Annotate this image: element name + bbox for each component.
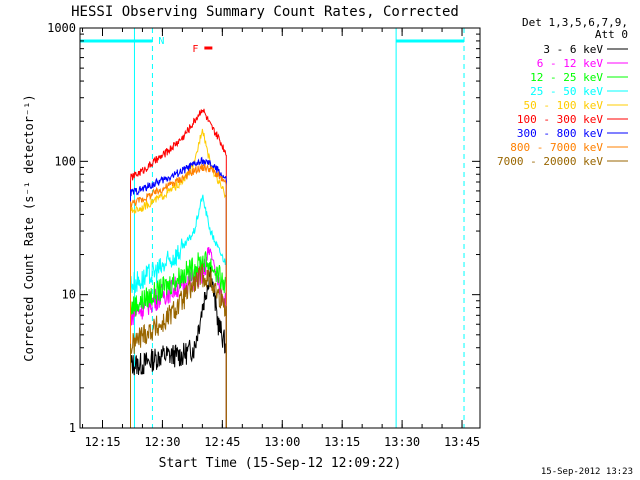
plot-frame bbox=[79, 27, 481, 429]
y-tick-label-3: 1000 bbox=[47, 21, 76, 35]
timestamp: 15-Sep-2012 13:23 bbox=[541, 467, 633, 477]
series-line-8 bbox=[130, 263, 227, 428]
legend-title-line-1: Det 1,3,5,6,7,9, bbox=[522, 16, 628, 29]
x-tick-label-6: 13:45 bbox=[444, 435, 480, 449]
legend-label-7: 800 - 7000 keV bbox=[510, 141, 603, 154]
legend-label-5: 100 - 300 keV bbox=[517, 113, 603, 126]
x-tick-label-3: 13:00 bbox=[264, 435, 300, 449]
legend-label-2: 12 - 25 keV bbox=[530, 71, 603, 84]
y-tick-label-0: 1 bbox=[69, 421, 76, 435]
y-tick-label-1: 10 bbox=[62, 288, 76, 302]
x-tick-label-4: 13:15 bbox=[324, 435, 360, 449]
legend-title: Det 1,3,5,6,7,9, Att 0 bbox=[522, 16, 628, 41]
series-line-3 bbox=[130, 194, 227, 428]
legend-label-0: 3 - 6 keV bbox=[543, 43, 603, 56]
x-tick-label-0: 12:15 bbox=[84, 435, 120, 449]
legend-label-4: 50 - 100 keV bbox=[524, 99, 604, 112]
flare-flag-label: F bbox=[192, 44, 198, 55]
series-line-7 bbox=[130, 163, 227, 428]
night-flag-label: N bbox=[158, 36, 164, 47]
x-tick-label-5: 13:30 bbox=[384, 435, 420, 449]
series-line-2 bbox=[130, 251, 227, 428]
legend-label-8: 7000 - 20000 keV bbox=[497, 155, 603, 168]
y-axis-label: Corrected Count Rate (s⁻¹ detector⁻¹) bbox=[22, 94, 36, 361]
y-tick-label-2: 100 bbox=[54, 154, 76, 168]
legend-label-3: 25 - 50 keV bbox=[530, 85, 603, 98]
series-lines bbox=[130, 108, 227, 428]
series-line-5 bbox=[130, 108, 227, 428]
flag-bars: NF bbox=[80, 36, 465, 55]
axes: 12:15 12:30 12:45 13:00 13:15 13:30 13:45 1 10 10… bbox=[47, 21, 480, 449]
legend-label-6: 300 - 800 keV bbox=[517, 127, 603, 140]
legend-title-line-2: Att 0 bbox=[595, 28, 628, 41]
x-tick-label-1: 12:30 bbox=[144, 435, 180, 449]
series-line-6 bbox=[130, 156, 227, 428]
x-axis-label: Start Time (15-Sep-12 12:09:22) bbox=[159, 456, 402, 471]
x-tick-label-2: 12:45 bbox=[204, 435, 240, 449]
chart-title: HESSI Observing Summary Count Rates, Cor… bbox=[71, 4, 459, 20]
legend-label-1: 6 - 12 keV bbox=[537, 57, 604, 70]
